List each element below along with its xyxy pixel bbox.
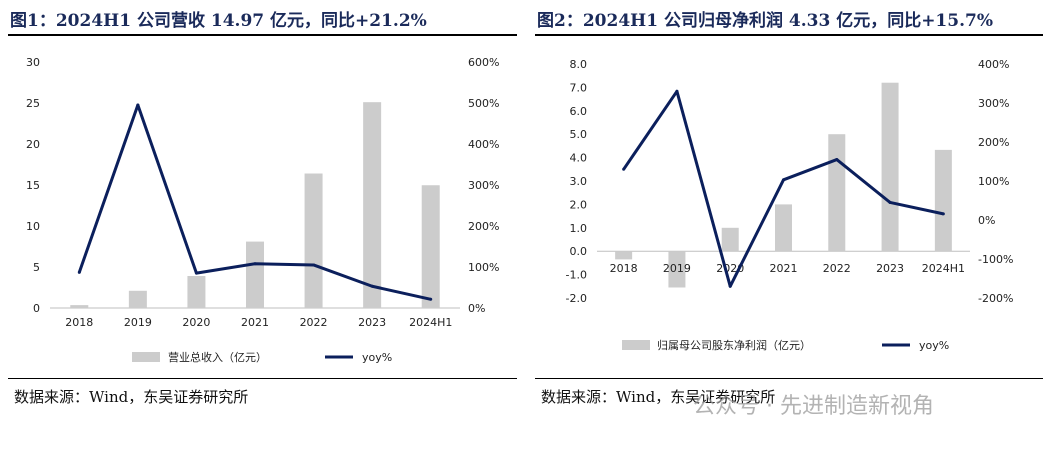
x-axis-category-label: 2022 [300,316,328,329]
bar [421,185,440,308]
left-axis-tick-label: -2.0 [566,292,587,305]
x-axis-category-label: 2023 [876,262,904,275]
bar [881,82,899,252]
left-axis-tick-label: 5 [33,261,40,274]
legend-bar-label: 营业总收入（亿元） [168,350,267,364]
yoy-point [941,212,945,216]
yoy-point [675,89,679,93]
bar [128,290,147,308]
left-axis-tick-label: 30 [26,56,40,69]
right-axis-tick-label: 0% [468,302,485,315]
yoy-point [312,263,316,267]
left-axis-tick-label: 2.0 [570,198,588,211]
x-axis-category-label: 2024H1 [922,262,965,275]
left-axis-tick-label: 20 [26,138,40,151]
right-axis-tick-label: 200% [468,220,499,233]
chart-title: 图2：2024H1 公司归母净利润 4.33 亿元，同比+15.7% [537,11,993,31]
bar [934,149,952,252]
x-axis-category-label: 2019 [124,316,152,329]
yoy-point [888,200,892,204]
yoy-point [136,103,140,107]
right-axis-tick-label: 200% [978,136,1009,149]
right-axis-tick-label: -200% [978,292,1013,305]
left-axis-tick-label: 1.0 [570,222,588,235]
bar [70,305,89,308]
left-axis-tick-label: 7.0 [570,81,588,94]
right-axis-tick-label: 500% [468,97,499,110]
net-profit-chart: -2.0 -1.0 0.0 1.0 2.0 3.0 4.0 5.0 6.0 7.0 8.0 -200%… [566,58,1014,352]
yoy-point [253,262,257,266]
bar [363,102,382,309]
right-axis-tick-label: 100% [978,175,1009,188]
left-axis-tick-label: 4.0 [570,152,588,165]
right-axis-tick-label: 600% [468,56,499,69]
right-axis-tick-label: 300% [978,97,1009,110]
left-axis-tick-label: 10 [26,220,40,233]
right-axis-tick-label: 300% [468,179,499,192]
source-note: 数据来源：Wind，东吴证券研究所 [14,388,249,406]
x-axis-category-label: 2022 [823,262,851,275]
yoy-point [429,297,433,301]
x-axis-category-label: 2018 [65,316,93,329]
revenue-chart: 0510152025300%100%200%300%400%500%600%20… [26,56,499,364]
left-axis-tick-label: 3.0 [570,175,588,188]
bar [668,251,686,288]
legend-line-label: yoy% [919,339,949,352]
left-axis-tick-label: 6.0 [570,105,588,118]
x-axis-category-label: 2018 [610,262,638,275]
watermark: 公众号 · 先进制造新视角 [693,394,934,419]
left-axis-tick-label: 5.0 [570,128,588,141]
left-axis-tick-label: 15 [26,179,40,192]
right-axis-tick-label: 100% [468,261,499,274]
bar [246,241,264,308]
yoy-point [370,284,374,288]
legend-bar-label: 归属母公司股东净利润（亿元） [657,338,811,352]
x-axis-category-label: 2020 [182,316,210,329]
bar [721,227,739,252]
bar [775,204,792,252]
yoy-point [728,284,732,288]
yoy-point [835,158,839,162]
left-axis-tick-label: 8.0 [570,58,588,71]
legend-bar-swatch [132,352,160,362]
x-axis-category-label: 2024H1 [409,316,452,329]
title-rule [535,34,1043,36]
bar [615,251,633,260]
left-axis-tick-label: 0.0 [570,245,588,258]
left-axis-tick-label: 25 [26,97,40,110]
yoy-point [782,178,785,182]
right-axis-tick-label: 400% [468,138,499,151]
bar [828,134,846,252]
title-rule [8,34,517,36]
source-note: 数据来源：Wind，东吴证券研究所 [541,388,776,406]
right-axis-tick-label: -100% [978,253,1013,266]
x-axis-category-label: 2021 [770,262,798,275]
x-axis-category-label: 2019 [663,262,691,275]
left-axis-tick-label: -1.0 [566,269,587,282]
yoy-point [622,167,626,171]
legend-line-label: yoy% [362,351,392,364]
legend-bar-swatch [622,340,650,350]
x-axis-category-label: 2021 [241,316,269,329]
x-axis-category-label: 2023 [358,316,386,329]
bar [304,173,323,308]
panel-net-profit: 图2：2024H1 公司归母净利润 4.33 亿元，同比+15.7% -2.0-… [527,0,1051,450]
source-rule [8,378,517,379]
source-rule [535,378,1043,379]
chart-title: 图1：2024H1 公司营收 14.97 亿元，同比+21.2% [10,11,427,31]
right-axis-tick-label: 0% [978,214,995,227]
yoy-point [194,271,198,275]
right-axis-tick-label: 400% [978,58,1009,71]
left-axis-tick-label: 0 [33,302,40,315]
yoy-point [77,270,81,274]
panel-revenue: 图1：2024H1 公司营收 14.97 亿元，同比+21.2% 0 5 10 15 2… [0,0,525,450]
bar [187,276,206,308]
